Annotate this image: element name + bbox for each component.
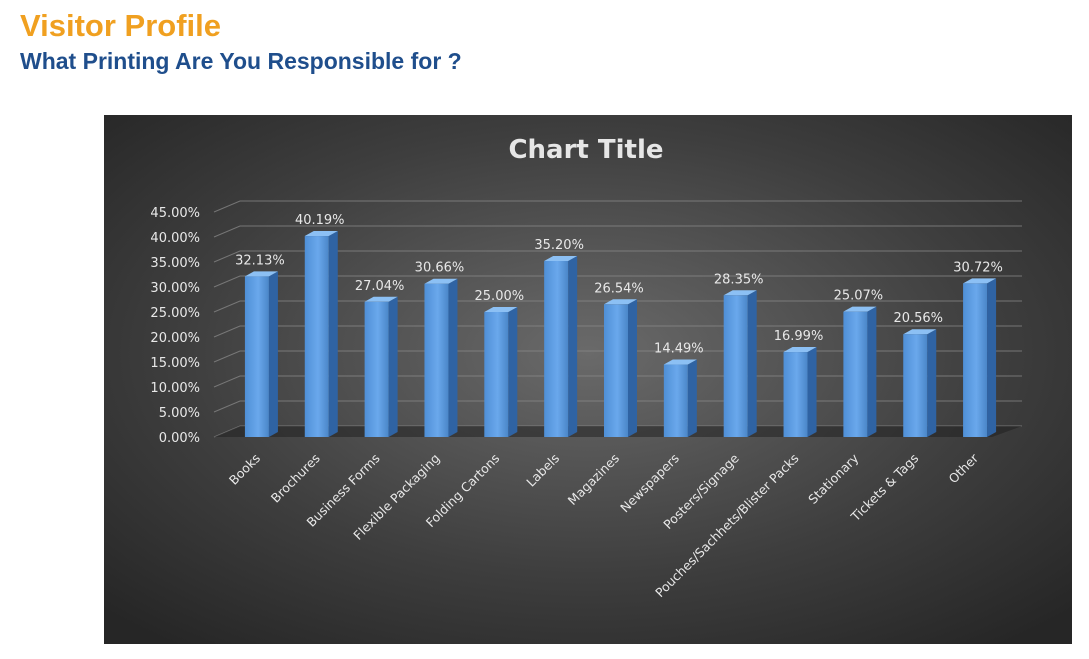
gridline	[213, 300, 1022, 313]
data-label: 30.72%	[953, 260, 1003, 275]
bar	[544, 256, 578, 437]
y-tick-label: 25.00%	[150, 306, 200, 321]
y-tick-label: 35.00%	[150, 256, 200, 271]
data-label: 26.54%	[594, 281, 644, 296]
data-label: 16.99%	[774, 329, 824, 344]
gridline	[213, 250, 1022, 263]
bar	[723, 290, 757, 437]
gridline	[213, 225, 1022, 238]
bar	[424, 278, 458, 437]
page-subtitle: What Printing Are You Responsible for ?	[20, 48, 462, 74]
data-label: 40.19%	[295, 213, 345, 228]
bar	[304, 231, 338, 437]
page-title: Visitor Profile	[20, 8, 221, 43]
data-label: 32.13%	[235, 253, 285, 268]
data-label: 14.49%	[654, 342, 704, 357]
bar	[604, 299, 637, 437]
y-tick-label: 5.00%	[159, 406, 200, 421]
data-label: 20.56%	[893, 311, 943, 326]
bar	[903, 329, 937, 437]
bar	[364, 296, 398, 437]
y-tick-label: 40.00%	[150, 231, 200, 246]
gridline	[213, 200, 1022, 213]
gridline	[213, 325, 1022, 338]
data-label: 35.20%	[534, 238, 584, 253]
bar	[843, 306, 877, 437]
gridline	[213, 275, 1022, 288]
gridline	[213, 400, 1022, 413]
gridline	[213, 350, 1022, 363]
y-tick-label: 45.00%	[150, 206, 200, 221]
y-tick-label: 20.00%	[150, 331, 200, 346]
y-tick-label: 30.00%	[150, 281, 200, 296]
data-label: 30.66%	[415, 261, 465, 276]
y-tick-label: 0.00%	[159, 431, 200, 446]
bar	[963, 278, 997, 437]
bar	[244, 271, 278, 437]
data-label: 25.07%	[834, 289, 884, 304]
chart-title: Chart Title	[508, 135, 663, 165]
data-label: 25.00%	[475, 289, 525, 304]
bar	[663, 359, 697, 437]
data-labels: 32.13% 40.19% 27.04% 30.66% 25.00% 35.20% 26.5…	[235, 213, 1003, 356]
y-tick-label: 15.00%	[150, 356, 200, 371]
gridline	[213, 375, 1022, 388]
y-tick-label: 10.00%	[150, 381, 200, 396]
y-axis-ticks: 0.00% 5.00% 10.00% 15.00% 20.00% 25.00% 30.00%…	[150, 206, 200, 446]
chart-canvas: Chart Title 0.00% 5.00% 10.00% 15.00% 20.00%…	[104, 115, 1072, 644]
bar	[484, 307, 518, 437]
bar-chart: Chart Title 0.00% 5.00% 10.00% 15.00% 20.00%…	[104, 115, 1072, 644]
bars	[244, 231, 997, 437]
data-label: 28.35%	[714, 272, 764, 287]
data-label: 27.04%	[355, 279, 405, 294]
bar	[783, 347, 817, 437]
